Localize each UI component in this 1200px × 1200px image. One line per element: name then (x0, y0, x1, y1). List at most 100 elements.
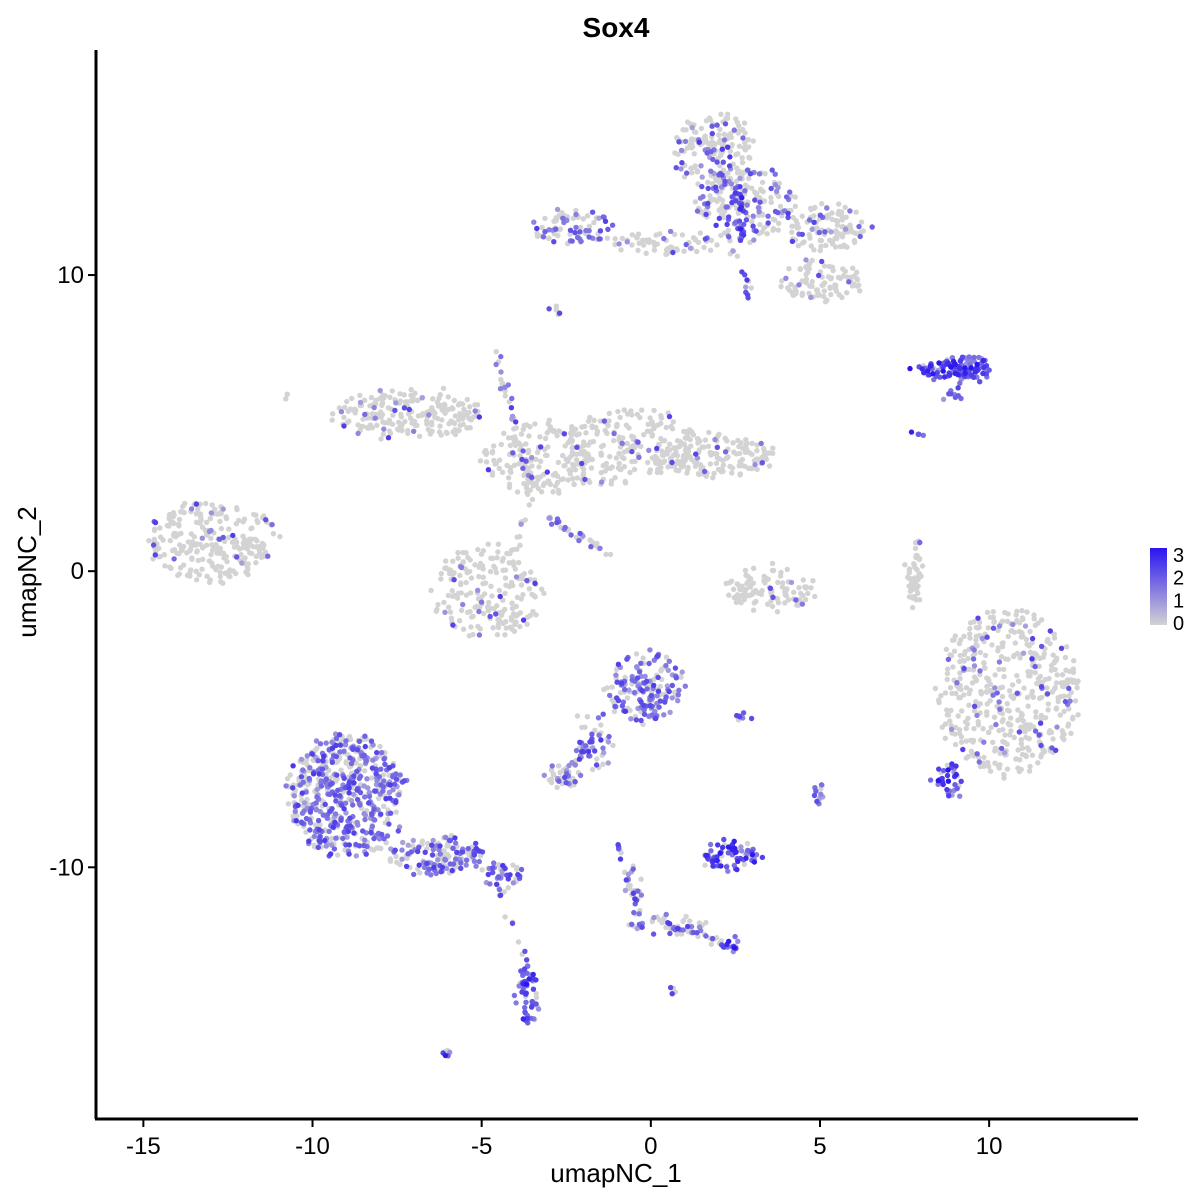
data-point (701, 468, 708, 475)
data-point (681, 428, 687, 435)
data-point (703, 933, 709, 939)
data-point (605, 226, 611, 232)
data-point (778, 569, 784, 576)
data-point (842, 268, 848, 275)
data-point (761, 452, 768, 458)
data-point (152, 552, 158, 558)
data-point (1029, 752, 1036, 758)
data-point (1065, 723, 1071, 729)
data-point (176, 516, 183, 523)
data-point (736, 463, 742, 469)
data-point (458, 607, 465, 614)
data-point (505, 876, 511, 882)
data-point (200, 544, 206, 550)
data-point (793, 288, 799, 294)
data-point (749, 852, 756, 858)
data-point (253, 512, 259, 518)
data-point (350, 746, 356, 752)
data-point (631, 466, 638, 473)
data-point (408, 386, 414, 393)
data-point (337, 742, 344, 748)
data-point (936, 699, 942, 706)
data-point (749, 440, 755, 446)
data-point (966, 354, 972, 360)
data-point (577, 739, 583, 745)
data-point (524, 621, 530, 627)
y-axis-label: umapNC_2 (12, 506, 42, 638)
data-point (379, 831, 385, 838)
color-legend-bar (1150, 548, 1167, 625)
data-point (649, 419, 655, 425)
data-point (811, 219, 817, 225)
data-point (741, 221, 747, 228)
data-point (529, 454, 535, 461)
data-point (606, 733, 612, 740)
data-point (362, 794, 368, 800)
data-point (729, 470, 735, 476)
data-point (300, 767, 306, 773)
data-point (979, 635, 985, 642)
data-point (984, 712, 990, 718)
x-axis-label: umapNC_1 (550, 1158, 682, 1188)
data-point (480, 610, 487, 617)
data-point (353, 853, 359, 859)
data-point (344, 834, 350, 840)
data-point (902, 562, 908, 568)
data-point (313, 800, 319, 806)
data-point (1035, 760, 1041, 766)
data-point (416, 844, 422, 850)
data-point (967, 635, 973, 641)
data-point (396, 419, 402, 425)
data-point (769, 560, 776, 567)
data-point (366, 800, 372, 806)
data-point (1019, 751, 1026, 758)
data-point (548, 521, 555, 527)
data-point (981, 660, 987, 666)
data-point (341, 806, 347, 812)
data-point (194, 549, 200, 555)
data-point (796, 282, 802, 288)
data-point (676, 687, 682, 693)
data-point (320, 757, 326, 764)
data-point (524, 577, 530, 584)
data-point (363, 758, 369, 764)
data-point (662, 699, 668, 705)
data-point (550, 771, 556, 777)
data-point (493, 349, 499, 355)
data-point (818, 782, 825, 788)
data-point (1006, 708, 1012, 714)
data-point (818, 243, 824, 250)
data-point (203, 519, 210, 525)
data-point (737, 175, 743, 181)
data-point (197, 501, 203, 507)
data-point (368, 738, 375, 744)
data-point (663, 424, 669, 431)
data-point (178, 530, 184, 537)
data-point (1018, 714, 1024, 721)
data-point (390, 412, 396, 418)
data-point (473, 840, 479, 847)
data-point (373, 781, 380, 788)
data-point (449, 569, 455, 575)
data-point (1029, 656, 1035, 662)
data-point (735, 151, 741, 157)
data-point (697, 462, 704, 468)
data-point (842, 204, 848, 211)
data-point (199, 524, 206, 530)
data-point (563, 456, 569, 462)
data-point (396, 792, 402, 798)
data-point (744, 167, 751, 173)
data-point (802, 584, 808, 590)
data-point (536, 464, 542, 470)
data-point (772, 171, 778, 177)
data-point (635, 888, 641, 894)
data-point (718, 111, 724, 118)
data-point (1024, 609, 1030, 615)
data-point (709, 181, 716, 187)
data-point (329, 745, 336, 751)
data-point (372, 788, 378, 794)
data-point (745, 579, 751, 585)
data-point (945, 778, 952, 784)
data-point (569, 424, 575, 430)
